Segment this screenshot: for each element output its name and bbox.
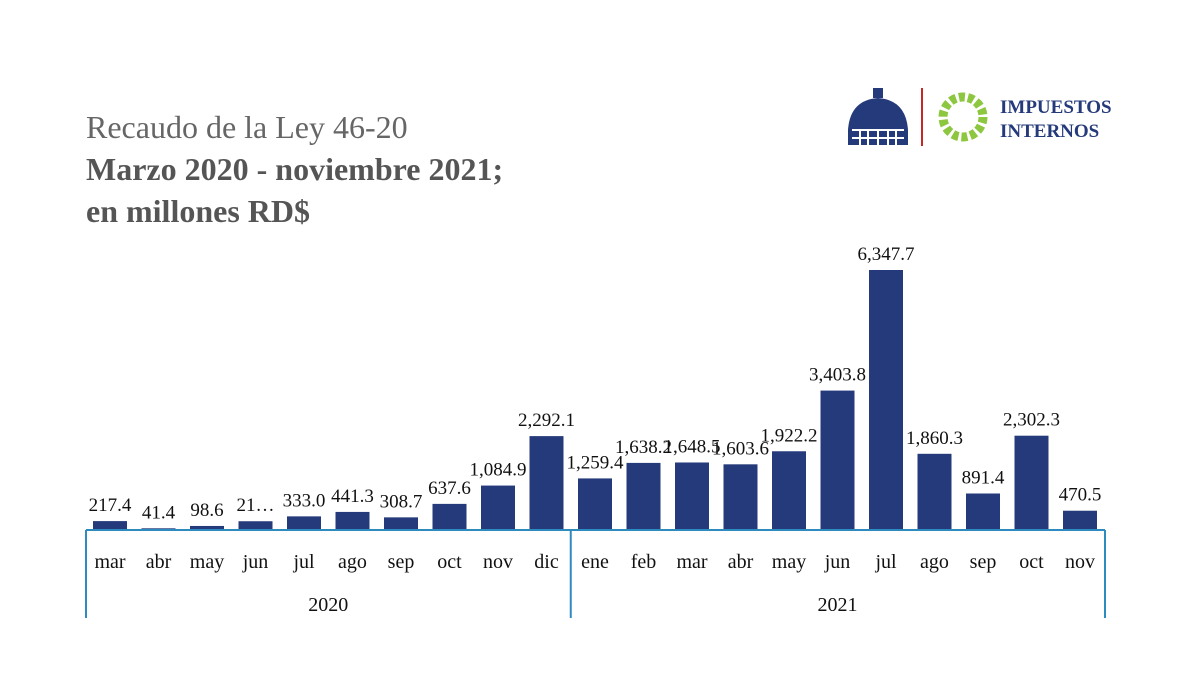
x-tick-label: nov [1065,551,1095,573]
x-tick-label: feb [631,551,657,573]
x-tick-label: may [772,551,806,573]
value-label: 2,292.1 [518,410,575,431]
bar [1063,510,1097,530]
bar [869,270,903,530]
x-tick-label: jul [874,551,897,573]
bar [287,516,321,530]
bar [335,511,370,530]
bar [966,493,1000,530]
value-label: 1,259.4 [567,452,625,473]
value-label: 637.6 [428,478,471,499]
value-label: 1,922.2 [761,425,818,446]
x-tick-label: jun [824,551,851,573]
value-label: 441.3 [331,486,374,507]
x-tick-label: ago [920,551,949,573]
chart-subtitle: en millones RD$ [86,193,310,229]
value-label: 333.0 [283,490,326,511]
value-label: 6,347.7 [858,244,915,265]
value-label: 1,860.3 [906,428,963,449]
value-label: 21… [237,495,275,516]
x-tick-label: may [190,551,224,573]
value-label: 41.4 [142,502,176,523]
value-label: 1,638.2 [615,437,672,458]
value-label: 3,403.8 [809,365,866,386]
logo-ring [938,92,988,142]
x-tick-label: oct [1019,551,1044,573]
x-tick-label: mar [676,551,707,573]
chart-title: Recaudo de la Ley 46-20 [86,109,408,145]
x-tick-label: ago [338,551,367,573]
x-tick-label: dic [534,551,559,573]
x-tick-label: jul [292,551,315,573]
value-label: 470.5 [1059,485,1102,506]
value-label: 217.4 [89,495,132,516]
x-tick-label: abr [146,551,172,573]
bar [578,478,612,530]
x-tick-label: ene [581,551,609,573]
value-label: 1,648.5 [664,436,721,457]
logo-text: INTERNOS [1000,121,1099,142]
value-label: 1,084.9 [470,460,527,481]
x-tick-label: mar [94,551,125,573]
bar [626,462,661,530]
x-tick-label: oct [437,551,462,573]
value-label: 98.6 [190,500,223,521]
x-tick-label: sep [970,551,997,573]
logo-dome [848,88,908,145]
bar [723,464,758,530]
x-tick-label: sep [388,551,415,573]
group-label: 2021 [818,594,858,616]
value-label: 308.7 [380,491,423,512]
x-tick-label: abr [728,551,754,573]
bar [1014,435,1049,530]
value-label: 2,302.3 [1003,410,1060,431]
group-label: 2020 [308,594,348,616]
bar [529,436,564,530]
bar [481,485,515,530]
x-tick-label: nov [483,551,513,573]
bar [190,525,224,530]
bar [238,521,273,530]
value-label: 891.4 [962,467,1005,488]
chart-subtitle: Marzo 2020 - noviembre 2021; [86,151,503,187]
x-tick-label: jun [242,551,269,573]
bar [675,462,709,530]
bar [820,390,855,530]
bar [384,517,418,530]
bar [432,503,467,530]
bar [772,451,806,530]
bar [917,453,952,530]
bar [93,521,127,530]
value-label: 1,603.6 [712,438,769,459]
logo-text: IMPUESTOS [1000,97,1112,118]
